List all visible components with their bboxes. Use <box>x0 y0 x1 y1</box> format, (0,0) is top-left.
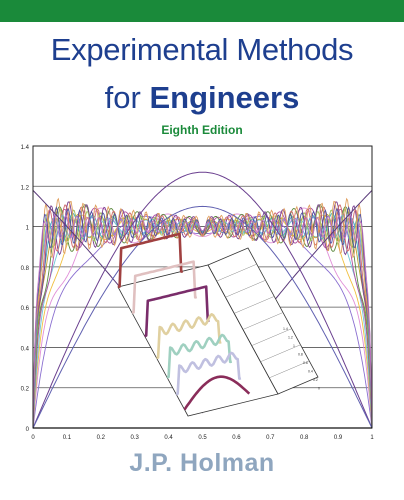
graph-curve <box>32 214 373 429</box>
graph-tick-labels: 00.20.40.60.811.21.40 0.1 0.2 0.3 0.4 0.5 0.6 0… <box>21 145 375 441</box>
x-tick-label: 1 <box>370 435 374 441</box>
inset-tick-label: 0.2 <box>313 378 318 382</box>
y-tick-label: 0.2 <box>21 387 30 393</box>
book-title-line1: Experimental Methods <box>50 32 354 67</box>
top-banner <box>0 0 404 22</box>
inset-wall-grid <box>242 312 284 330</box>
graph-curve <box>32 206 373 429</box>
graph-frame <box>32 145 373 429</box>
inset-ribbon <box>166 333 233 379</box>
inset-ribbon <box>175 351 242 396</box>
inset-tick-label: 1.4 <box>283 327 288 331</box>
y-tick-label: 0.4 <box>21 346 30 352</box>
x-tick-label: 0.8 <box>300 435 309 441</box>
graph-curves <box>32 171 373 429</box>
inset-wall-grid <box>225 280 266 298</box>
x-tick-label: 0 <box>31 435 35 441</box>
y-tick-label: 1.4 <box>21 145 30 151</box>
inset-tick-label: 1.2 <box>288 336 293 340</box>
y-tick-label: 0 <box>26 427 30 433</box>
graph-curve <box>32 204 373 429</box>
y-tick-label: 0.8 <box>21 266 30 272</box>
x-tick-label: 0.5 <box>198 435 207 441</box>
title-word-engineers: Engineers <box>149 80 300 115</box>
inset-wall-grid <box>260 344 301 362</box>
x-tick-label: 0.1 <box>63 435 72 441</box>
graph-curve <box>32 171 373 429</box>
inset-wall-grid <box>216 263 257 282</box>
x-tick-label: 0.6 <box>232 435 241 441</box>
graph-curve <box>32 205 373 429</box>
inset-ribbon <box>156 313 222 360</box>
inset-tick-label: 0.8 <box>298 353 303 357</box>
inset-tick-label: 1 <box>293 344 295 348</box>
inset-ribbon <box>183 375 251 411</box>
inset-ribbon <box>131 260 198 315</box>
edition-label: Eighth Edition <box>161 123 243 137</box>
title-word-for: for <box>104 80 141 115</box>
x-tick-label: 0.2 <box>97 435 106 441</box>
inset-tick-label: 0.4 <box>308 370 313 374</box>
inset-wall-grid <box>234 296 275 314</box>
inset-ribbon <box>117 232 184 289</box>
y-tick-label: 1.2 <box>21 185 30 191</box>
inset-wall-grid <box>251 328 292 346</box>
author-name: J.P. Holman <box>129 449 275 477</box>
y-tick-label: 0.6 <box>21 306 30 312</box>
x-tick-label: 0.7 <box>266 435 275 441</box>
graph-curve <box>32 197 373 429</box>
book-title-line2: for Engineers <box>0 80 404 116</box>
x-tick-label: 0.4 <box>164 435 173 441</box>
x-tick-label: 0.3 <box>131 435 140 441</box>
inset-tick-label: 0 <box>318 387 320 391</box>
inset-wall-grid <box>269 360 310 379</box>
y-tick-label: 1 <box>26 226 30 232</box>
inset-tick-label: 0.6 <box>303 361 308 365</box>
inset-3d-plot: 1.4 1.21 0.80.6 0.40.2 0 <box>117 232 320 417</box>
inset-ribbon <box>144 285 210 338</box>
x-tick-label: 0.9 <box>334 435 343 441</box>
